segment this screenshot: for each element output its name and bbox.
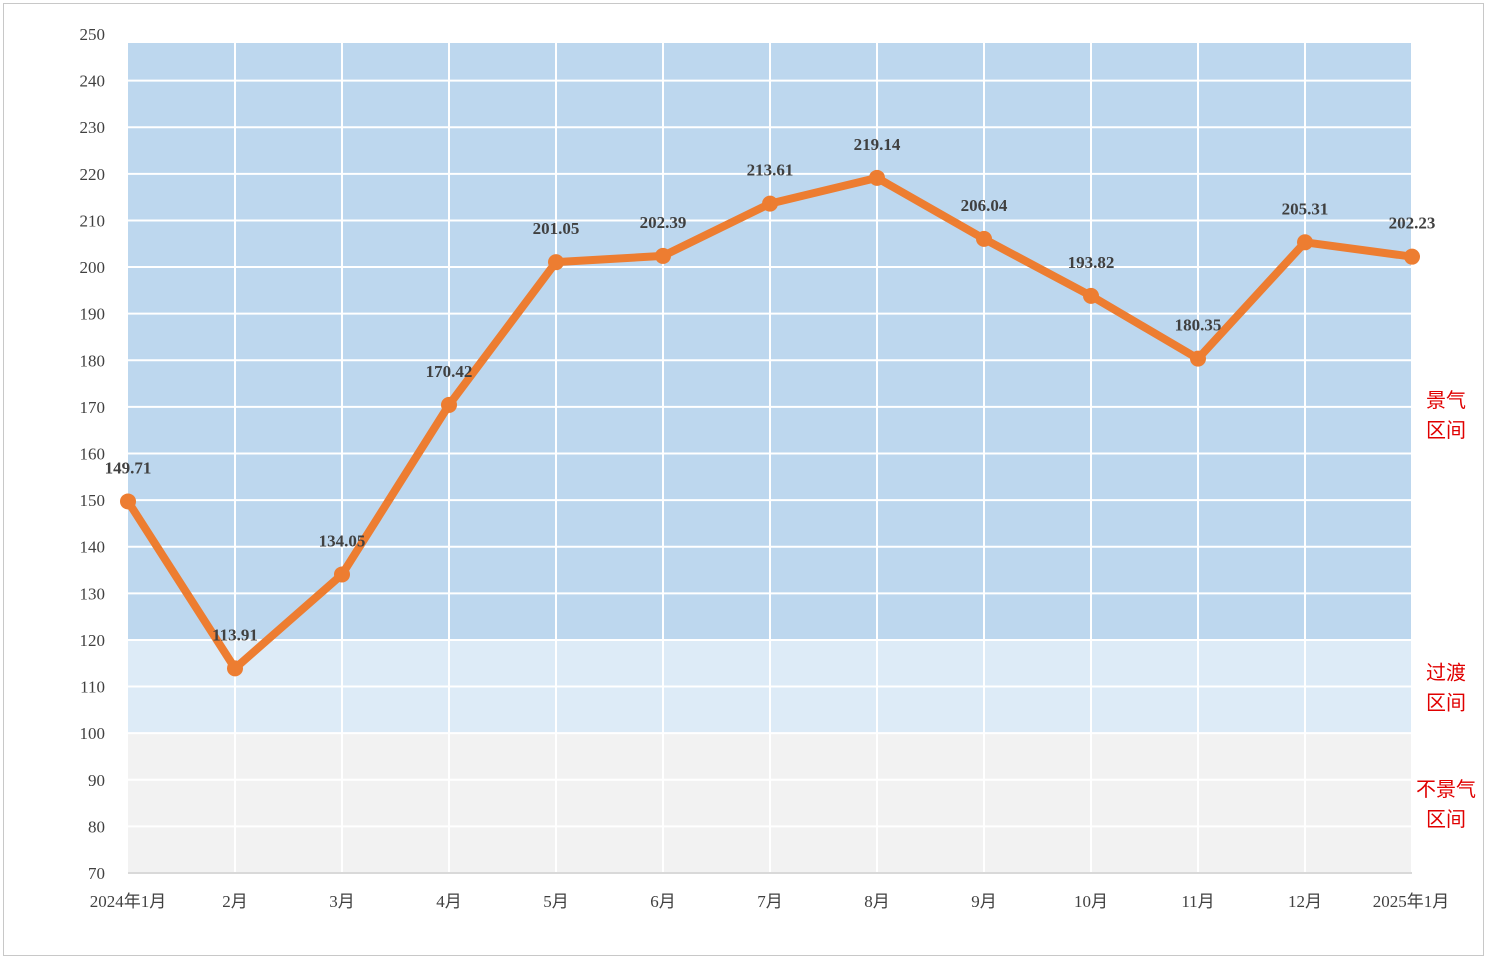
data-label: 202.39 bbox=[640, 213, 687, 232]
x-tick-label: 3月 bbox=[329, 892, 355, 911]
y-tick-label: 140 bbox=[80, 538, 106, 557]
y-tick-label: 220 bbox=[80, 165, 106, 184]
zone-label: 不景气 bbox=[1416, 777, 1476, 801]
y-tick-label: 130 bbox=[80, 584, 106, 603]
axis-layer: 70 80 90 100 110 120 130 140 150 160 170 180 190 200 2… bbox=[80, 25, 1450, 911]
data-point bbox=[655, 247, 671, 264]
data-point bbox=[869, 169, 885, 186]
data-point bbox=[1297, 234, 1313, 251]
y-tick-label: 100 bbox=[80, 724, 106, 743]
data-point bbox=[1083, 287, 1099, 304]
x-tick-label: 10月 bbox=[1074, 892, 1108, 911]
data-label: 193.82 bbox=[1068, 253, 1115, 272]
y-tick-label: 150 bbox=[80, 491, 106, 510]
data-point bbox=[1404, 248, 1420, 265]
y-tick-label: 170 bbox=[80, 398, 106, 417]
series-layer bbox=[120, 169, 1420, 677]
data-label: 113.91 bbox=[212, 625, 258, 644]
x-tick-label: 12月 bbox=[1288, 892, 1322, 911]
data-label: 219.14 bbox=[854, 135, 901, 154]
y-tick-label: 120 bbox=[80, 631, 106, 650]
y-tick-label: 200 bbox=[80, 258, 106, 277]
data-point bbox=[976, 230, 992, 247]
x-tick-label: 6月 bbox=[650, 892, 676, 911]
data-label: 180.35 bbox=[1175, 316, 1222, 335]
y-tick-label: 110 bbox=[80, 678, 105, 697]
x-tick-label: 8月 bbox=[864, 892, 890, 911]
x-tick-label: 11月 bbox=[1181, 892, 1214, 911]
zone-label: 过渡 bbox=[1426, 661, 1466, 685]
y-tick-label: 70 bbox=[88, 864, 105, 883]
data-point bbox=[120, 493, 136, 510]
zone-label: 区间 bbox=[1426, 418, 1466, 442]
y-tick-label: 240 bbox=[80, 72, 106, 91]
y-tick-label: 210 bbox=[80, 211, 106, 230]
x-tick-label: 2025年1月 bbox=[1373, 892, 1450, 911]
zone-label: 景气 bbox=[1426, 388, 1466, 412]
data-label: 205.31 bbox=[1282, 199, 1329, 218]
x-tick-label: 4月 bbox=[436, 892, 462, 911]
x-tick-label: 2月 bbox=[222, 892, 248, 911]
y-tick-label: 190 bbox=[80, 305, 106, 324]
data-point bbox=[227, 660, 243, 677]
data-label: 202.23 bbox=[1389, 214, 1436, 233]
y-tick-label: 160 bbox=[80, 445, 106, 464]
data-point bbox=[762, 195, 778, 212]
data-label: 170.42 bbox=[426, 362, 473, 381]
y-tick-label: 230 bbox=[80, 118, 106, 137]
data-point bbox=[334, 566, 350, 583]
x-tick-label: 7月 bbox=[757, 892, 783, 911]
zone-label: 区间 bbox=[1426, 807, 1466, 831]
data-label: 213.61 bbox=[747, 161, 794, 180]
data-label: 206.04 bbox=[961, 196, 1008, 215]
grid-layer bbox=[128, 33, 1413, 873]
y-tick-label: 180 bbox=[80, 351, 106, 370]
x-tick-label: 5月 bbox=[543, 892, 569, 911]
x-tick-label: 9月 bbox=[971, 892, 997, 911]
label-layer: 149.71 113.91 134.05 170.42 201.05 202.39 213.… bbox=[105, 135, 1436, 644]
data-point bbox=[1190, 350, 1206, 367]
y-tick-label: 90 bbox=[88, 771, 105, 790]
data-label: 149.71 bbox=[105, 458, 152, 477]
data-label: 134.05 bbox=[319, 531, 366, 550]
y-tick-label: 250 bbox=[80, 25, 106, 44]
data-point bbox=[441, 396, 457, 413]
data-point bbox=[548, 254, 564, 271]
y-tick-label: 80 bbox=[88, 817, 105, 836]
data-label: 201.05 bbox=[533, 219, 580, 238]
x-tick-label: 2024年1月 bbox=[90, 892, 167, 911]
zone-label: 区间 bbox=[1426, 691, 1466, 715]
